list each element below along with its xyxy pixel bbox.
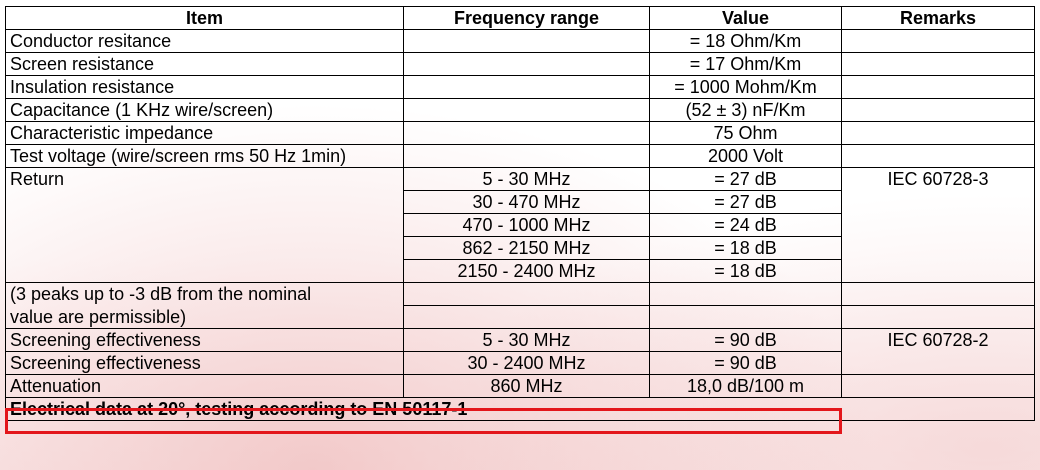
frequency-cell: 30 - 2400 MHz <box>403 351 650 375</box>
header-value: Value <box>649 6 842 30</box>
value-cell: = 1000 Mohm/Km <box>649 75 842 99</box>
table-row: Screening effectiveness 30 - 2400 MHz = … <box>5 351 1035 375</box>
table-row: Insulation resistance = 1000 Mohm/Km <box>5 75 1035 99</box>
value-cell: = 18 Ohm/Km <box>649 29 842 53</box>
value-cell <box>649 282 842 306</box>
item-cell: Characteristic impedance <box>5 121 404 145</box>
header-row: Item Frequency range Value Remarks <box>5 6 1035 30</box>
value-cell: 2000 Volt <box>649 144 842 168</box>
frequency-cell: 5 - 30 MHz <box>403 328 650 352</box>
remarks-cell <box>841 144 1035 168</box>
return-item-cell: Return <box>5 167 404 283</box>
table-row: Screening effectiveness 5 - 30 MHz = 90 … <box>5 328 1035 375</box>
table-row: Conductor resitance = 18 Ohm/Km <box>5 29 1035 53</box>
table-row: (3 peaks up to -3 dB from the nominal <box>5 282 1035 306</box>
frequency-cell: 30 - 470 MHz <box>403 190 650 214</box>
frequency-cell: 470 - 1000 MHz <box>403 213 650 237</box>
remarks-cell <box>841 52 1035 76</box>
remarks-cell <box>841 282 1035 306</box>
frequency-cell: 862 - 2150 MHz <box>403 236 650 260</box>
remarks-cell <box>841 98 1035 122</box>
electrical-data-table: Item Frequency range Value Remarks Condu… <box>5 6 1035 421</box>
item-cell: Screen resistance <box>5 52 404 76</box>
value-cell: = 18 dB <box>649 236 842 260</box>
table-row: Characteristic impedance 75 Ohm <box>5 121 1035 145</box>
screening-remarks-cell: IEC 60728-2 <box>841 328 1035 375</box>
table-row: 2150 - 2400 MHz = 18 dB <box>6 259 1035 283</box>
table-row: Capacitance (1 KHz wire/screen) (52 ± 3)… <box>5 98 1035 122</box>
value-cell: 75 Ohm <box>649 121 842 145</box>
value-cell: 18,0 dB/100 m <box>649 374 842 398</box>
table-row: Test voltage (wire/screen rms 50 Hz 1min… <box>5 144 1035 168</box>
header-remarks: Remarks <box>841 6 1035 30</box>
item-cell: Conductor resitance <box>5 29 404 53</box>
value-cell: = 27 dB <box>649 167 842 191</box>
footer-row: Electrical data at 20°, testing accordin… <box>5 397 1035 421</box>
value-cell: = 24 dB <box>649 213 842 237</box>
value-cell: = 90 dB <box>649 328 842 352</box>
footer-note: Electrical data at 20°, testing accordin… <box>5 397 1035 421</box>
remarks-cell <box>841 29 1035 53</box>
note-cell: (3 peaks up to -3 dB from the nominal <box>5 282 404 306</box>
table-row: 862 - 2150 MHz = 18 dB <box>6 236 1035 260</box>
attenuation-row: Attenuation 860 MHz 18,0 dB/100 m <box>5 374 1035 398</box>
frequency-cell <box>403 52 650 76</box>
table-row: value are permissible) <box>5 305 1035 329</box>
frequency-cell <box>403 305 650 329</box>
frequency-cell <box>403 282 650 306</box>
value-cell: = 27 dB <box>649 190 842 214</box>
item-cell: Insulation resistance <box>5 75 404 99</box>
remarks-cell <box>841 121 1035 145</box>
table-row: 30 - 470 MHz = 27 dB <box>6 190 1035 214</box>
note-cell: value are permissible) <box>5 305 404 329</box>
value-cell: = 90 dB <box>649 351 842 375</box>
header-frequency-range: Frequency range <box>403 6 650 30</box>
remarks-cell <box>841 305 1035 329</box>
item-cell: Capacitance (1 KHz wire/screen) <box>5 98 404 122</box>
value-cell: = 17 Ohm/Km <box>649 52 842 76</box>
remarks-cell <box>841 374 1035 398</box>
frequency-cell: 5 - 30 MHz <box>403 167 650 191</box>
value-cell: (52 ± 3) nF/Km <box>649 98 842 122</box>
item-cell: Screening effectiveness <box>5 328 404 352</box>
frequency-cell <box>403 121 650 145</box>
item-cell: Attenuation <box>5 374 404 398</box>
remarks-cell <box>841 75 1035 99</box>
frequency-cell <box>403 98 650 122</box>
return-remarks-cell: IEC 60728-3 <box>841 167 1035 283</box>
frequency-cell: 2150 - 2400 MHz <box>403 259 650 283</box>
frequency-cell <box>403 144 650 168</box>
table-row: Return 5 - 30 MHz = 27 dB IEC 60728-3 <box>5 167 1035 283</box>
value-cell <box>649 305 842 329</box>
frequency-cell: 860 MHz <box>403 374 650 398</box>
frequency-cell <box>403 29 650 53</box>
header-item: Item <box>5 6 404 30</box>
value-cell: = 18 dB <box>649 259 842 283</box>
frequency-cell <box>403 75 650 99</box>
table-row: Screen resistance = 17 Ohm/Km <box>5 52 1035 76</box>
item-cell: Screening effectiveness <box>5 351 404 375</box>
item-cell: Test voltage (wire/screen rms 50 Hz 1min… <box>5 144 404 168</box>
